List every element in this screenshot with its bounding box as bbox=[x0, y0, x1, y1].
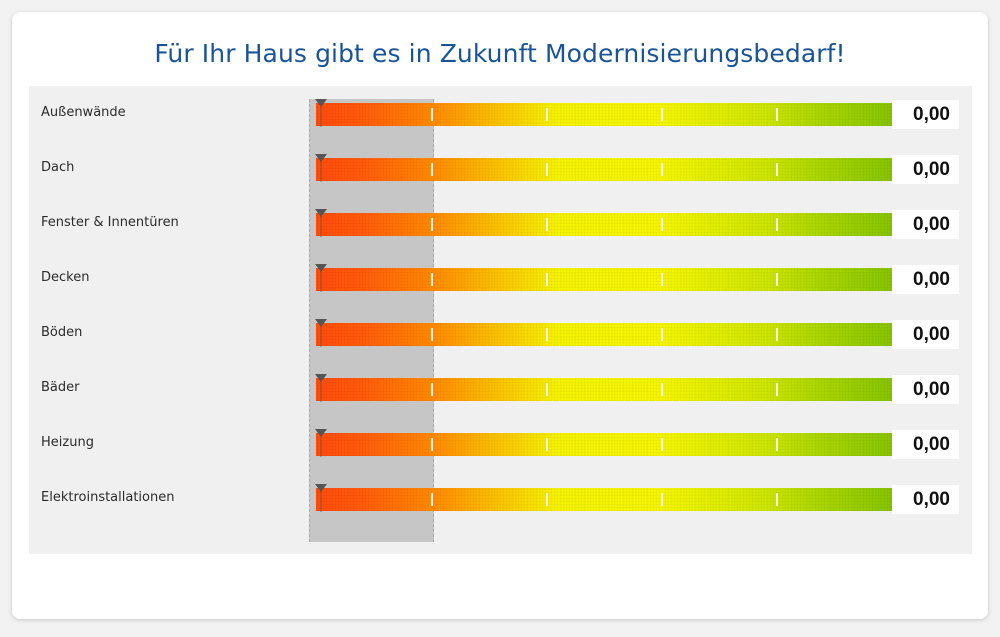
marker-stem bbox=[320, 270, 322, 292]
scale-bar bbox=[316, 103, 892, 126]
marker-stem bbox=[320, 215, 322, 237]
scale-tick bbox=[776, 438, 778, 451]
scale-tick bbox=[431, 163, 433, 176]
scale-tick bbox=[776, 493, 778, 506]
scale-tick bbox=[661, 328, 663, 341]
scale-tick bbox=[661, 163, 663, 176]
row-value: 0,00 bbox=[892, 430, 959, 459]
scale-tick bbox=[431, 493, 433, 506]
scale-bar bbox=[316, 323, 892, 346]
row-label: Heizung bbox=[41, 435, 94, 450]
scale-tick bbox=[546, 163, 548, 176]
scale-tick bbox=[776, 163, 778, 176]
row-value: 0,00 bbox=[892, 320, 959, 349]
scale-tick bbox=[546, 493, 548, 506]
row-value: 0,00 bbox=[892, 265, 959, 294]
row-label: Fenster & Innentüren bbox=[41, 215, 179, 230]
scale-tick bbox=[776, 328, 778, 341]
scale-tick bbox=[546, 328, 548, 341]
scale-tick bbox=[546, 438, 548, 451]
scale-bar bbox=[316, 158, 892, 181]
row-value: 0,00 bbox=[892, 375, 959, 404]
marker-stem bbox=[320, 435, 322, 457]
scale-tick bbox=[546, 108, 548, 121]
marker-stem bbox=[320, 105, 322, 127]
scale-row-heizung: Heizung 0,00 bbox=[29, 416, 972, 471]
scale-row-fenster: Fenster & Innentüren 0,00 bbox=[29, 196, 972, 251]
marker-stem bbox=[320, 490, 322, 512]
scale-tick bbox=[546, 218, 548, 231]
scale-tick bbox=[776, 383, 778, 396]
scale-tick bbox=[661, 383, 663, 396]
modernization-card: Für Ihr Haus gibt es in Zukunft Modernis… bbox=[12, 12, 988, 619]
triangle-down-icon[interactable] bbox=[315, 209, 327, 217]
marker-stem bbox=[320, 380, 322, 402]
marker-stem bbox=[320, 325, 322, 347]
scale-tick bbox=[546, 273, 548, 286]
scale-tick bbox=[776, 273, 778, 286]
triangle-down-icon[interactable] bbox=[315, 264, 327, 272]
triangle-down-icon[interactable] bbox=[315, 484, 327, 492]
scale-row-aussenwaende: Außenwände 0,00 bbox=[29, 86, 972, 141]
scale-tick bbox=[661, 438, 663, 451]
scale-tick bbox=[661, 273, 663, 286]
scale-bar bbox=[316, 488, 892, 511]
row-label: Elektroinstallationen bbox=[41, 490, 175, 505]
scale-row-decken: Decken 0,00 bbox=[29, 251, 972, 306]
scale-tick bbox=[431, 328, 433, 341]
row-value: 0,00 bbox=[892, 485, 959, 514]
row-value: 0,00 bbox=[892, 155, 959, 184]
row-label: Außenwände bbox=[41, 105, 126, 120]
row-label: Decken bbox=[41, 270, 90, 285]
scale-row-elektro: Elektroinstallationen 0,00 bbox=[29, 471, 972, 526]
triangle-down-icon[interactable] bbox=[315, 429, 327, 437]
triangle-down-icon[interactable] bbox=[315, 154, 327, 162]
row-label: Bäder bbox=[41, 380, 80, 395]
scale-bar bbox=[316, 433, 892, 456]
triangle-down-icon[interactable] bbox=[315, 319, 327, 327]
scale-tick bbox=[661, 493, 663, 506]
scale-tick bbox=[661, 108, 663, 121]
scale-tick bbox=[431, 218, 433, 231]
scale-row-baeder: Bäder 0,00 bbox=[29, 361, 972, 416]
row-label: Böden bbox=[41, 325, 83, 340]
scale-tick bbox=[776, 218, 778, 231]
modernization-panel: Außenwände 0,00 Dach 0,00 bbox=[29, 86, 972, 554]
row-value: 0,00 bbox=[892, 100, 959, 129]
scale-bar bbox=[316, 378, 892, 401]
row-value: 0,00 bbox=[892, 210, 959, 239]
triangle-down-icon[interactable] bbox=[315, 99, 327, 107]
page-title: Für Ihr Haus gibt es in Zukunft Modernis… bbox=[154, 39, 846, 68]
marker-stem bbox=[320, 160, 322, 182]
scale-tick bbox=[431, 108, 433, 121]
scale-tick bbox=[431, 438, 433, 451]
scale-row-dach: Dach 0,00 bbox=[29, 141, 972, 196]
scale-tick bbox=[431, 273, 433, 286]
scale-tick bbox=[776, 108, 778, 121]
scale-bar bbox=[316, 213, 892, 236]
row-label: Dach bbox=[41, 160, 75, 175]
scale-bar bbox=[316, 268, 892, 291]
scale-row-boeden: Böden 0,00 bbox=[29, 306, 972, 361]
scale-tick bbox=[546, 383, 548, 396]
scale-tick bbox=[431, 383, 433, 396]
triangle-down-icon[interactable] bbox=[315, 374, 327, 382]
scale-tick bbox=[661, 218, 663, 231]
